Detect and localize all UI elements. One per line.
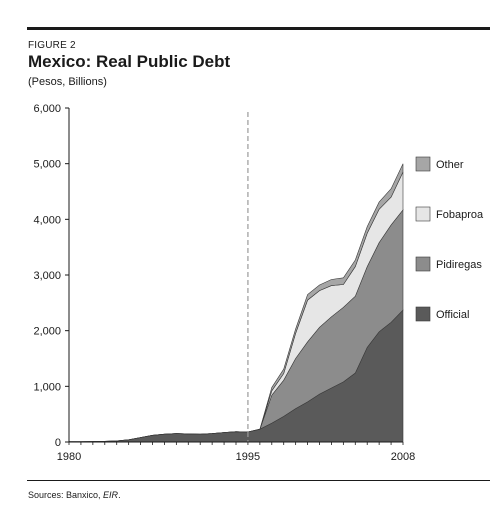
stacked-area-chart: 0 1,000 2,000 3,000 4,000 5,000 6,000 1980 1995 2… [33,103,484,463]
x-tick-label: 2008 [391,451,415,463]
source-suffix: . [118,490,121,500]
legend-label-official: Official [436,309,469,321]
y-tick-label: 3,000 [33,270,61,282]
legend-swatch-fobaproa [415,206,431,222]
y-tick-label: 6,000 [33,103,61,115]
source-note: Sources: Banxico, EIR. [28,490,121,500]
legend-label-pidiregas: Pidiregas [436,259,482,271]
figure-label: FIGURE 2 [28,40,76,51]
legend-swatch-other [415,156,431,172]
area-layer [68,163,404,443]
x-tick-label: 1995 [236,451,260,463]
legend: Other Fobaproa Pidiregas Official [415,156,484,322]
legend-label-other: Other [436,159,464,171]
chart-subtitle: (Pesos, Billions) [28,76,107,88]
chart-title: Mexico: Real Public Debt [28,52,231,71]
y-tick-label: 5,000 [33,159,61,171]
x-tick-label: 1980 [57,451,81,463]
axes-layer: 0 1,000 2,000 3,000 4,000 5,000 6,000 1980 1995 2… [33,103,415,463]
y-tick-label: 4,000 [33,214,61,226]
source-prefix: Sources: Banxico, [28,490,104,500]
y-tick-label: 0 [55,437,61,449]
legend-swatch-pidiregas [415,256,431,272]
series-area-other [69,163,404,442]
y-tick-label: 1,000 [33,381,61,393]
legend-label-fobaproa: Fobaproa [436,209,484,221]
legend-swatch-official [415,306,431,322]
top-rule [27,27,490,30]
y-tick-label: 2,000 [33,326,61,338]
source-italic: EIR [103,490,119,500]
bottom-rule [27,480,490,481]
